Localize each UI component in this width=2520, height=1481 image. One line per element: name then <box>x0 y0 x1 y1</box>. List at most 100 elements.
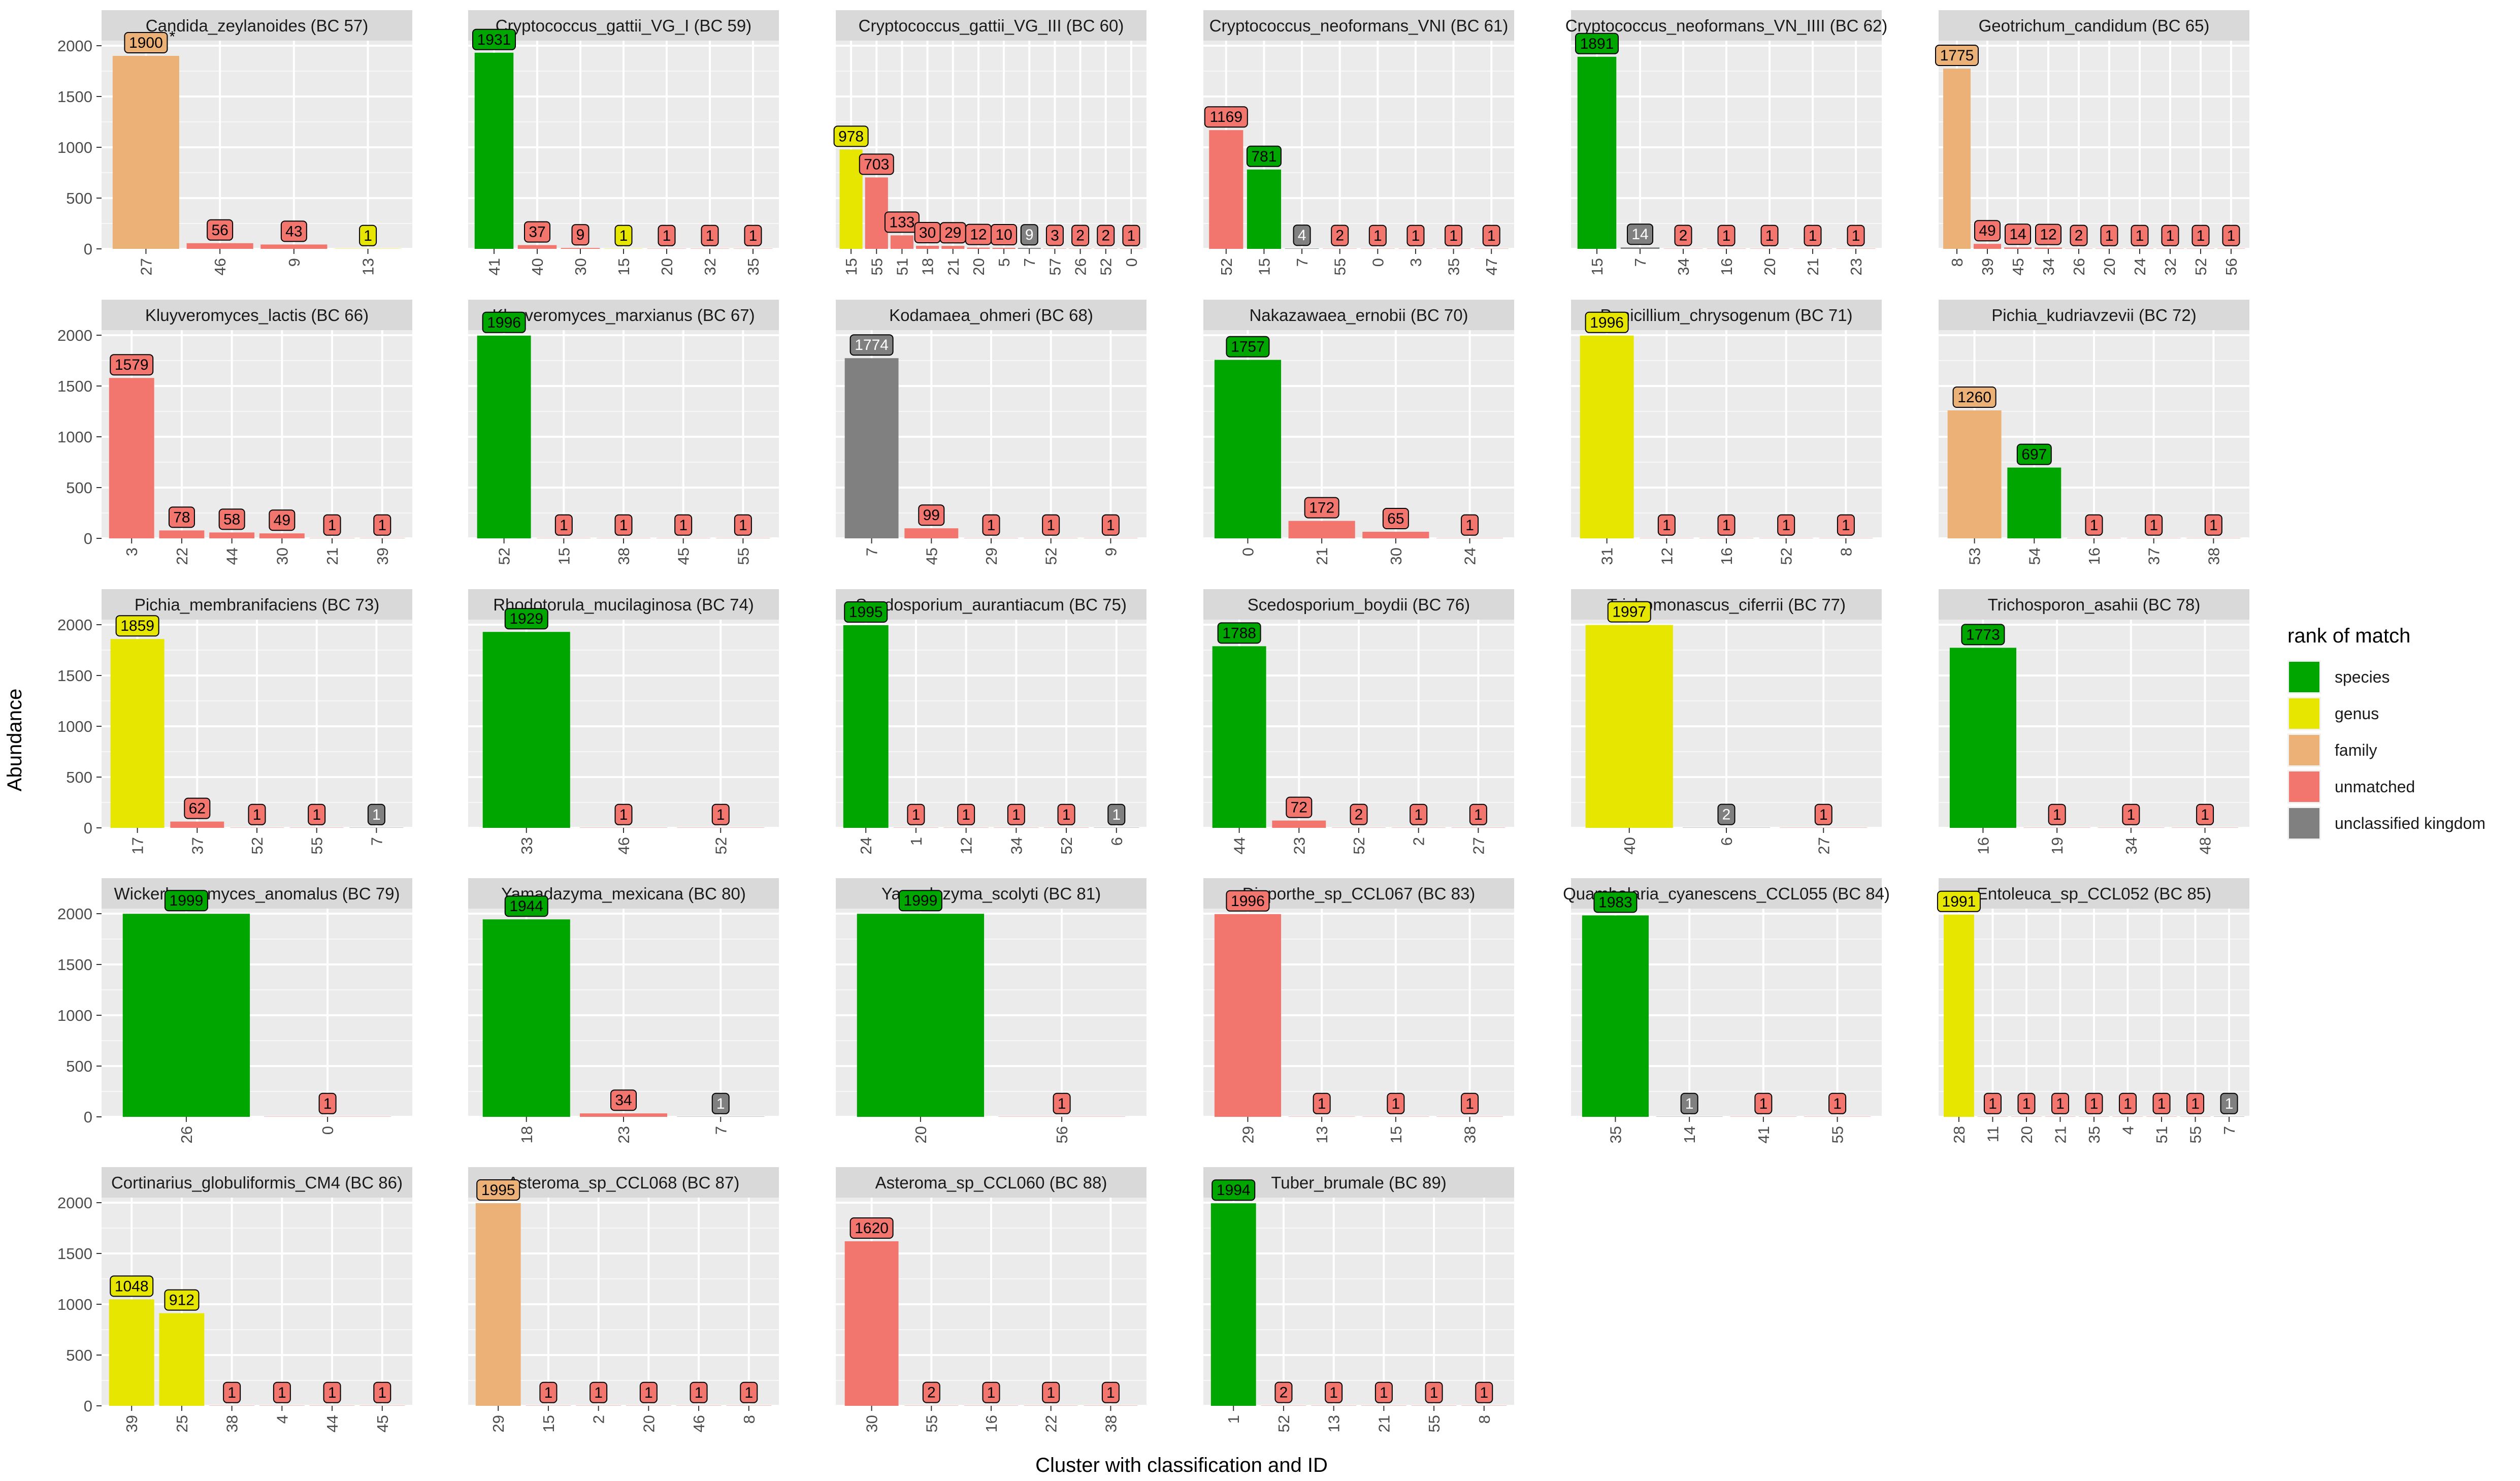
data-label-box <box>269 509 296 531</box>
x-tick-label: 40 <box>529 258 546 275</box>
x-tick-label: 46 <box>211 258 229 275</box>
data-label-box <box>1717 803 1736 825</box>
bar <box>2067 538 2121 539</box>
bar <box>1214 914 1281 1117</box>
legend-label: genus <box>2335 704 2379 723</box>
x-tick-label: 35 <box>1445 258 1463 275</box>
x-tick-label: 53 <box>1966 548 1984 565</box>
x-tick-label: 21 <box>2051 1126 2069 1143</box>
x-tick-label: 19 <box>2048 837 2066 854</box>
bar <box>2007 467 2061 538</box>
x-tick-label: 21 <box>323 548 341 565</box>
x-tick-label: 0 <box>1123 258 1140 267</box>
data-label-box <box>2051 1092 2069 1114</box>
bar <box>1024 538 1078 539</box>
data-label-box <box>124 32 168 53</box>
bar <box>657 538 710 539</box>
data-label: 1 <box>328 517 337 534</box>
data-label-box <box>957 803 975 825</box>
data-label: 2 <box>1280 1385 1288 1401</box>
data-label-box <box>1674 224 1692 246</box>
data-label: 1995 <box>849 604 883 621</box>
x-tick-label: 18 <box>518 1126 536 1143</box>
facet-title: Geotrichum_candidum (BC 65) <box>1979 16 2210 35</box>
bar <box>904 528 959 538</box>
x-tick-label: 20 <box>658 258 676 275</box>
data-label-box <box>482 311 526 333</box>
x-tick-label: 52 <box>712 837 730 854</box>
data-label: 1 <box>912 807 921 823</box>
data-label-box <box>318 1092 337 1114</box>
data-label-box <box>2100 224 2118 246</box>
x-tick-label: 38 <box>2205 548 2222 565</box>
data-label: 1774 <box>855 337 889 353</box>
x-tick-label: 30 <box>1387 548 1405 565</box>
facet-title: Cryptococcus_gattii_VG_I (BC 59) <box>496 16 751 35</box>
x-tick-label: 35 <box>744 258 762 275</box>
bar <box>1209 130 1243 249</box>
data-label: 1 <box>364 228 372 244</box>
x-tick-label: 35 <box>2085 1126 2103 1143</box>
data-label-box <box>1350 803 1368 825</box>
data-label: 1997 <box>1612 604 1646 621</box>
data-label-box <box>2122 803 2140 825</box>
data-label-box <box>2145 514 2163 536</box>
data-label-box <box>1071 224 1090 246</box>
facet-title: Wickerhamomyces_anomalus (BC 79) <box>114 884 400 903</box>
data-label: 1996 <box>487 314 521 331</box>
x-tick-label: 12 <box>1658 548 1676 565</box>
data-label: 99 <box>923 507 940 524</box>
x-tick-label: 13 <box>1325 1415 1343 1432</box>
legend-label: family <box>2335 741 2377 759</box>
x-tick-label: 15 <box>1588 258 1606 275</box>
data-label: 1 <box>1046 1385 1055 1401</box>
data-label-box <box>674 514 693 536</box>
y-tick-label: 0 <box>84 1397 92 1415</box>
data-label: 1 <box>1392 1096 1400 1112</box>
x-tick-label: 21 <box>1313 548 1331 565</box>
x-tick-label: 16 <box>1718 258 1736 275</box>
x-tick-label: 20 <box>970 258 988 275</box>
data-label: 78 <box>173 509 190 526</box>
x-tick-label: 45 <box>923 548 940 565</box>
facet-panel: Cryptococcus_neoformans_VNI (BC 61) 1169 5… <box>1203 10 1514 275</box>
data-label-box <box>734 514 752 536</box>
data-label: 1 <box>716 1096 725 1112</box>
data-label-box <box>373 1381 391 1403</box>
facet-strip <box>1571 10 1882 41</box>
facet-title: Diaporthe_sp_CCL067 (BC 83) <box>1242 884 1476 903</box>
x-tick-label: 30 <box>273 548 291 565</box>
data-label: 172 <box>1309 500 1334 517</box>
data-label-box <box>1007 803 1025 825</box>
data-label: 1 <box>1449 228 1458 244</box>
x-tick-label: 56 <box>2222 258 2240 275</box>
x-tick-label: 16 <box>1974 837 1992 854</box>
data-label-box <box>1974 220 2001 242</box>
x-tick-label: 3 <box>1407 258 1425 267</box>
data-label-box <box>359 224 377 246</box>
x-tick-label: 24 <box>857 837 875 854</box>
data-label-box <box>1804 224 1822 246</box>
legend-item: species <box>2287 660 2390 694</box>
data-label: 1 <box>749 228 758 244</box>
data-label: 1900 <box>129 35 163 51</box>
x-tick-label: 32 <box>2162 258 2179 275</box>
bar <box>1759 538 1813 539</box>
facet-title: Cryptococcus_gattii_VG_III (BC 60) <box>859 16 1124 35</box>
data-label: 1 <box>227 1385 236 1401</box>
data-label: 1 <box>1106 517 1115 534</box>
y-tick-label: 500 <box>66 189 92 207</box>
bar <box>967 247 990 249</box>
data-label: 1 <box>323 1096 332 1112</box>
facet-panel: Rhodotorula_mucilaginosa (BC 74)19293314… <box>468 589 779 854</box>
bar <box>517 245 557 249</box>
data-label-box <box>1286 796 1313 818</box>
data-label-box <box>373 514 391 536</box>
bar <box>992 248 1016 249</box>
x-tick-label: 39 <box>1979 258 1997 275</box>
facet-strip <box>836 1167 1147 1198</box>
data-label: 1 <box>1112 807 1121 823</box>
data-label: 1 <box>312 807 321 823</box>
